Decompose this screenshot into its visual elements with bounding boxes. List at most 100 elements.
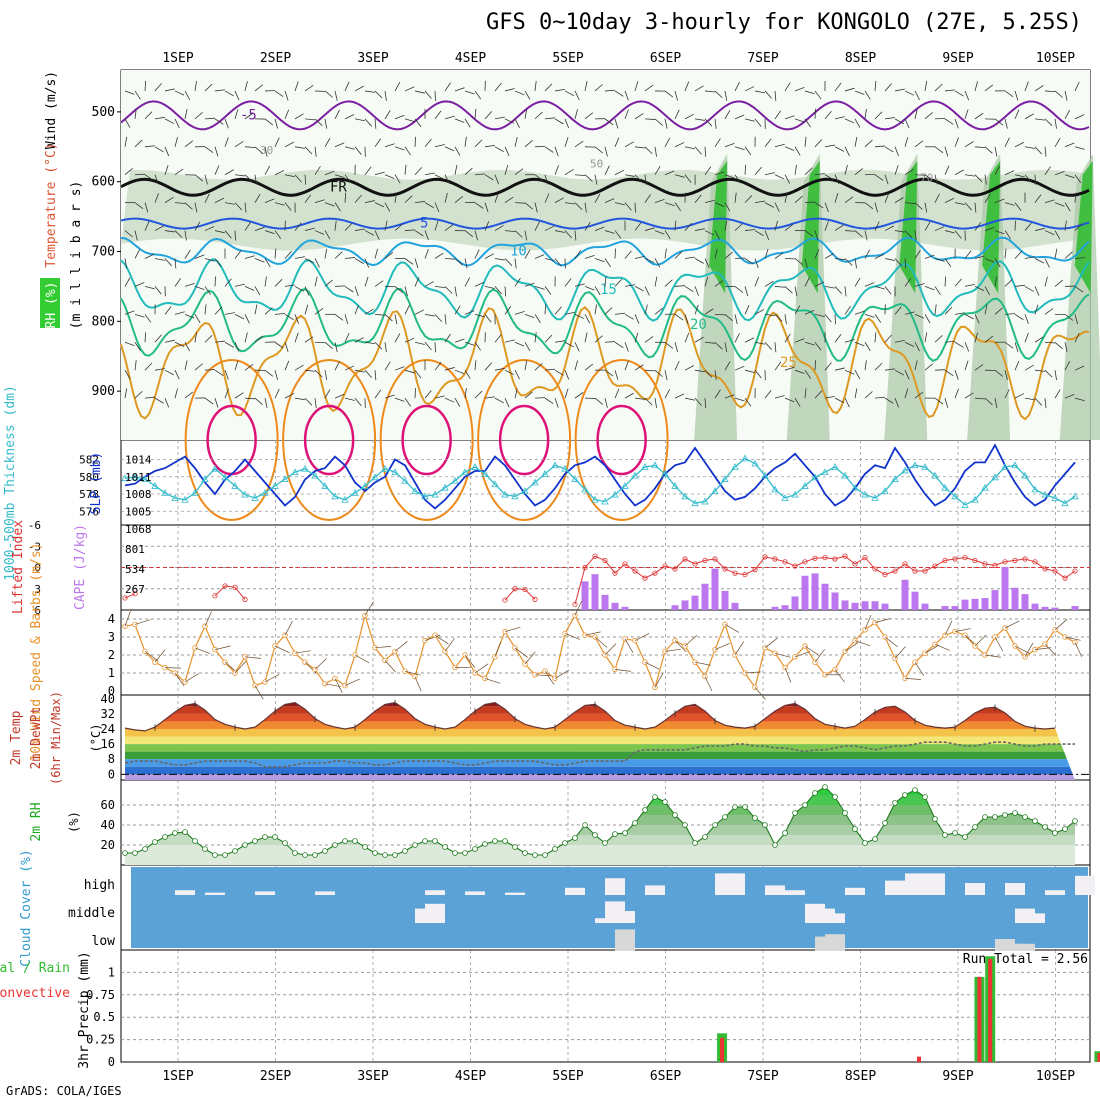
wind-barb <box>154 397 164 404</box>
wind-barb <box>874 174 884 181</box>
cape-bar <box>991 590 999 610</box>
wind-barb <box>744 671 761 674</box>
wind-barb <box>874 396 885 399</box>
wind-barb <box>234 202 243 211</box>
wind-barb <box>504 369 515 375</box>
wind-barb <box>634 286 645 292</box>
wind-barb <box>1044 118 1053 127</box>
wind-barb <box>1064 393 1075 399</box>
wind-barb <box>684 146 695 150</box>
wind-barb <box>534 254 545 259</box>
cape-bar <box>691 595 699 610</box>
thickness-point <box>781 494 789 501</box>
lifted-index-point <box>632 568 638 574</box>
thickness-point <box>1071 492 1079 500</box>
precip-convective-bar <box>977 976 982 1062</box>
wind-barb <box>914 174 926 176</box>
wind-barb <box>704 146 707 157</box>
wind-barb <box>374 248 378 259</box>
wind-barb <box>354 228 365 231</box>
wind-barb <box>384 394 395 399</box>
wind-barb <box>194 81 197 92</box>
wind-barb <box>994 198 1005 204</box>
wind-barb <box>844 286 847 297</box>
wind-barb <box>444 224 454 231</box>
wind-barb <box>644 286 650 296</box>
wind-barb <box>784 174 791 184</box>
temp-contour-27 <box>379 359 474 521</box>
wind-barb <box>1054 118 1057 129</box>
wind-barb <box>164 88 175 92</box>
wind-barb <box>324 90 333 98</box>
wind-barb <box>794 164 797 175</box>
rh-point <box>1032 818 1038 824</box>
wind-barb <box>144 145 155 148</box>
wind-barb <box>454 146 461 156</box>
rh-point <box>262 834 268 840</box>
wind-barb <box>1074 286 1084 293</box>
wind-barb <box>254 258 265 263</box>
wind-barb <box>1074 642 1083 658</box>
wind-barb <box>1034 85 1044 92</box>
wind-barb <box>304 397 313 406</box>
y-axis-label: (m i l l i b a r s) <box>69 181 84 330</box>
wind-barb <box>1014 314 1024 321</box>
thickness-point <box>581 485 589 493</box>
wind-barb <box>684 81 690 92</box>
rh-point <box>182 829 188 835</box>
wind-barb <box>894 146 899 157</box>
wind-barb <box>954 388 959 399</box>
wind-barb <box>244 363 254 371</box>
wind-barb <box>704 398 707 409</box>
legend-wind: Wind (m/s) <box>44 71 59 149</box>
wind-barb <box>424 230 429 241</box>
wind-barb <box>184 360 188 371</box>
wind-barb <box>424 90 432 99</box>
rh-point <box>322 848 328 854</box>
wind-barb <box>804 388 807 399</box>
wind-barb <box>724 202 731 212</box>
wind-barb <box>884 286 892 295</box>
thickness-point <box>271 482 279 489</box>
wind-barb <box>964 202 972 211</box>
wind-barb <box>694 661 711 666</box>
wind-barb <box>694 336 704 343</box>
wind-barb <box>294 364 304 371</box>
cape-bar <box>921 603 929 610</box>
wind-barb <box>984 146 993 154</box>
wind-barb <box>504 258 513 266</box>
wind-barb <box>494 286 502 295</box>
wind-barb <box>1054 171 1065 176</box>
wind-barb <box>694 146 702 155</box>
thickness-point <box>421 492 429 500</box>
wind-barb <box>684 332 690 343</box>
wind-barb <box>284 202 292 211</box>
temp-contour-30 <box>498 404 550 476</box>
wind-barb <box>564 388 569 399</box>
wind-barb <box>874 145 885 148</box>
rh-point <box>1002 812 1008 818</box>
cloud-high-block <box>255 891 275 895</box>
wind-barb <box>134 282 145 287</box>
rh-point <box>192 838 198 844</box>
wind-barb <box>764 637 778 649</box>
cloud-row-label: high <box>84 878 115 893</box>
wind-barb <box>904 341 915 348</box>
wind-barb <box>294 146 305 149</box>
slp-tick-label: 1014 <box>125 454 152 467</box>
wind-barb <box>184 140 194 148</box>
cape-bar <box>1071 606 1079 610</box>
wind-barb <box>164 339 175 343</box>
thickness-point <box>701 497 709 505</box>
cape-bar <box>871 601 879 610</box>
wind-barb <box>444 638 455 652</box>
cape-bar <box>961 599 969 610</box>
wind-barb <box>964 342 970 352</box>
lifted-index-point <box>932 563 938 569</box>
wind-barb <box>224 90 234 97</box>
wind-barb <box>484 174 494 181</box>
wind-barb <box>314 276 318 287</box>
wind-barb <box>124 310 135 315</box>
wind-barb <box>864 342 871 351</box>
wind-barb <box>314 398 317 409</box>
